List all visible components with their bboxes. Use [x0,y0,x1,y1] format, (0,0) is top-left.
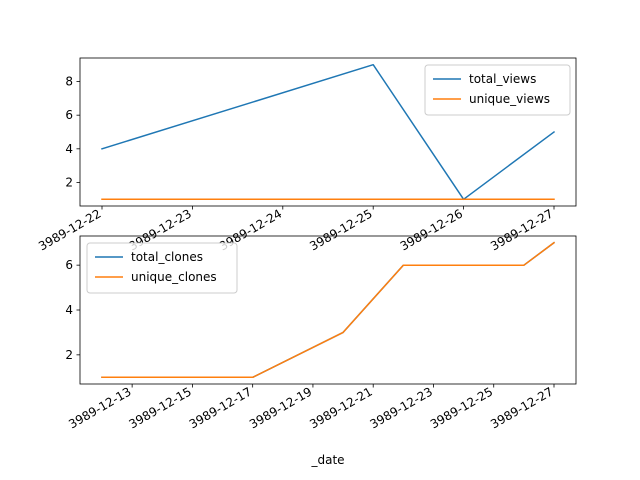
legend-box [424,64,571,116]
legend: total_views unique_views [424,64,571,116]
legend-label-total_views: total_views [469,72,536,86]
legend-label-unique_clones: unique_clones [131,270,217,284]
legend-label-total_clones: total_clones [131,250,203,264]
x-axis-label: _date [310,453,344,467]
y-tick-label: 2 [65,175,73,189]
y-tick-label: 2 [65,348,73,362]
legend-label-unique_views: unique_views [469,92,550,106]
y-tick-label: 4 [65,303,73,317]
y-tick-label: 8 [65,75,73,89]
legend-box [86,242,238,294]
y-tick-label: 4 [65,142,73,156]
series-line-total_views [101,63,556,201]
y-tick-label: 6 [65,108,73,122]
legend: total_clones unique_clones [86,242,238,294]
series-line-unique_clones [101,241,556,379]
y-tick-label: 6 [65,258,73,272]
axes-frame [79,57,577,207]
